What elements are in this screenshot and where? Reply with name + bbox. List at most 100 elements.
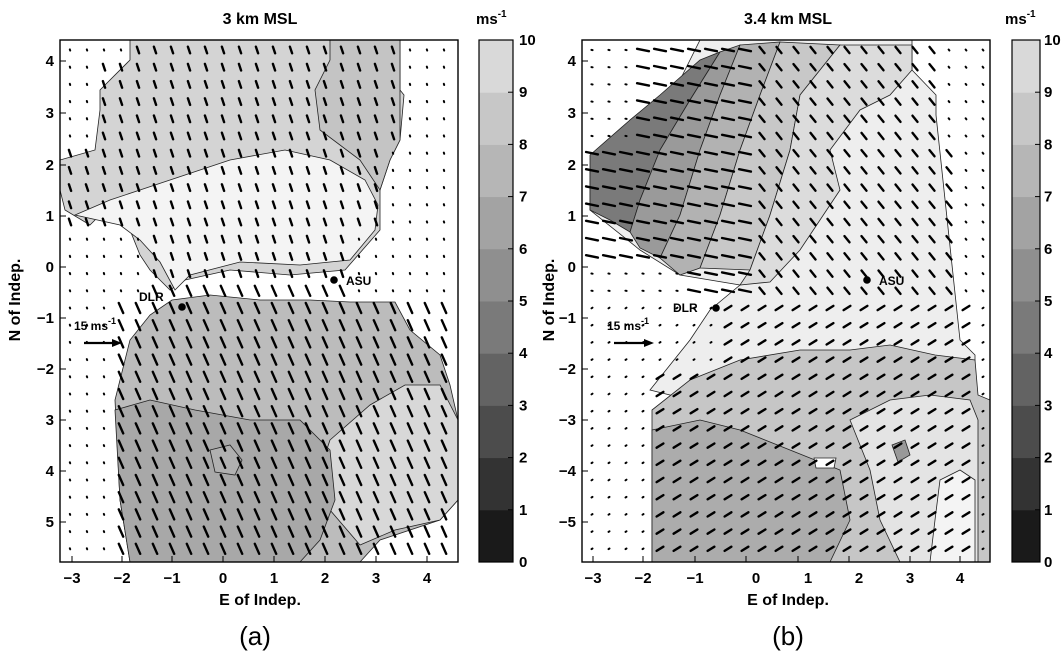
wind-vector bbox=[876, 304, 886, 312]
wind-vector bbox=[254, 217, 260, 227]
wind-vector bbox=[825, 545, 835, 553]
wind-vector bbox=[355, 491, 363, 504]
wind-vector bbox=[641, 461, 645, 465]
y-tick-label: 3 bbox=[46, 105, 54, 122]
wind-vector bbox=[237, 131, 243, 141]
wind-vector bbox=[338, 439, 346, 452]
wind-vector bbox=[911, 62, 919, 72]
wind-vector bbox=[894, 114, 902, 124]
wind-vector bbox=[655, 493, 665, 501]
wind-vector bbox=[703, 219, 719, 225]
wind-vector bbox=[894, 166, 902, 175]
wind-vector bbox=[703, 116, 719, 122]
wind-vector bbox=[894, 131, 902, 141]
wind-vector bbox=[440, 439, 448, 452]
x-tick-label: −3 bbox=[584, 570, 601, 587]
wind-vector bbox=[740, 545, 750, 553]
wind-vector bbox=[168, 508, 176, 521]
wind-vector bbox=[737, 116, 753, 122]
wind-vector bbox=[339, 62, 345, 72]
wind-vector bbox=[169, 62, 175, 72]
wind-vector bbox=[910, 528, 920, 535]
wind-vector bbox=[117, 336, 125, 349]
wind-vector bbox=[675, 306, 679, 310]
wind-vector bbox=[774, 339, 784, 346]
wind-vector bbox=[203, 165, 209, 175]
panel-a-caption: (a) bbox=[239, 621, 271, 651]
wind-vector bbox=[607, 530, 611, 533]
wind-vector bbox=[964, 186, 968, 190]
wind-vector bbox=[152, 79, 158, 89]
wind-vector bbox=[406, 473, 414, 487]
wind-vector bbox=[186, 165, 192, 175]
wind-vector bbox=[590, 427, 594, 430]
colorbar-tick-label: 7 bbox=[1044, 189, 1052, 206]
y-tick-label: −1 bbox=[37, 310, 54, 327]
y-tick-label: 1 bbox=[568, 208, 576, 225]
wind-vector bbox=[758, 252, 766, 261]
wind-vector bbox=[737, 236, 753, 242]
wind-vector bbox=[672, 493, 682, 501]
wind-vector bbox=[253, 439, 261, 452]
wind-vector bbox=[877, 62, 885, 72]
wind-vector bbox=[842, 511, 852, 518]
wind-vector bbox=[981, 392, 985, 396]
wind-vector bbox=[655, 528, 665, 535]
wind-vector bbox=[288, 251, 294, 261]
wind-vector bbox=[927, 493, 937, 501]
colorbar-swatch bbox=[479, 301, 513, 354]
wind-vector bbox=[877, 114, 885, 124]
wind-vector bbox=[825, 390, 835, 398]
wind-vector bbox=[964, 134, 968, 138]
wind-vector bbox=[686, 150, 702, 156]
wind-vector bbox=[406, 370, 414, 383]
colorbar-tick-label: 0 bbox=[519, 554, 527, 571]
colorbar-swatch bbox=[479, 405, 513, 459]
colorbar-swatch bbox=[1012, 144, 1040, 198]
wind-vector bbox=[826, 183, 834, 192]
wind-vector bbox=[186, 251, 192, 261]
wind-vector bbox=[928, 166, 936, 175]
wind-vector bbox=[826, 252, 834, 261]
wind-vector bbox=[339, 114, 345, 124]
wind-vector bbox=[893, 407, 903, 415]
wind-vector bbox=[287, 491, 295, 504]
wind-vector bbox=[758, 166, 766, 175]
wind-vector bbox=[774, 459, 784, 467]
wind-vector bbox=[151, 301, 159, 315]
wind-vector bbox=[389, 542, 397, 555]
wind-vector bbox=[981, 203, 985, 207]
wind-vector bbox=[118, 217, 124, 227]
wind-vector bbox=[669, 116, 685, 122]
wind-vector bbox=[117, 508, 125, 521]
wind-vector bbox=[601, 167, 617, 173]
wind-vector bbox=[373, 79, 379, 89]
colorbar-a: ms-1 0 1 2 3 4 5 6 7 8 9 10 bbox=[476, 9, 536, 571]
wind-vector bbox=[169, 97, 175, 107]
wind-vector bbox=[911, 252, 919, 261]
wind-vector bbox=[911, 97, 919, 106]
wind-vector bbox=[590, 513, 594, 516]
wind-vector bbox=[927, 390, 937, 398]
wind-vector bbox=[928, 252, 936, 261]
wind-vector bbox=[356, 165, 362, 175]
wind-vector bbox=[876, 373, 886, 381]
wind-vector bbox=[686, 64, 702, 70]
wind-vector bbox=[624, 461, 628, 465]
wind-vector bbox=[842, 459, 852, 467]
wind-vector bbox=[406, 387, 414, 401]
wind-vector bbox=[720, 185, 736, 191]
wind-vector bbox=[118, 183, 124, 193]
wind-vector bbox=[876, 390, 886, 398]
wind-vector bbox=[151, 284, 159, 297]
wind-vector bbox=[220, 131, 226, 141]
wind-vector bbox=[373, 131, 379, 141]
wind-vector bbox=[287, 525, 295, 538]
wind-vector bbox=[220, 148, 226, 158]
wind-vector bbox=[809, 45, 817, 55]
wind-vector bbox=[775, 148, 783, 158]
wind-vector bbox=[893, 356, 903, 363]
wind-vector bbox=[219, 491, 227, 504]
wind-vector bbox=[590, 392, 594, 396]
wind-vector bbox=[669, 202, 685, 208]
